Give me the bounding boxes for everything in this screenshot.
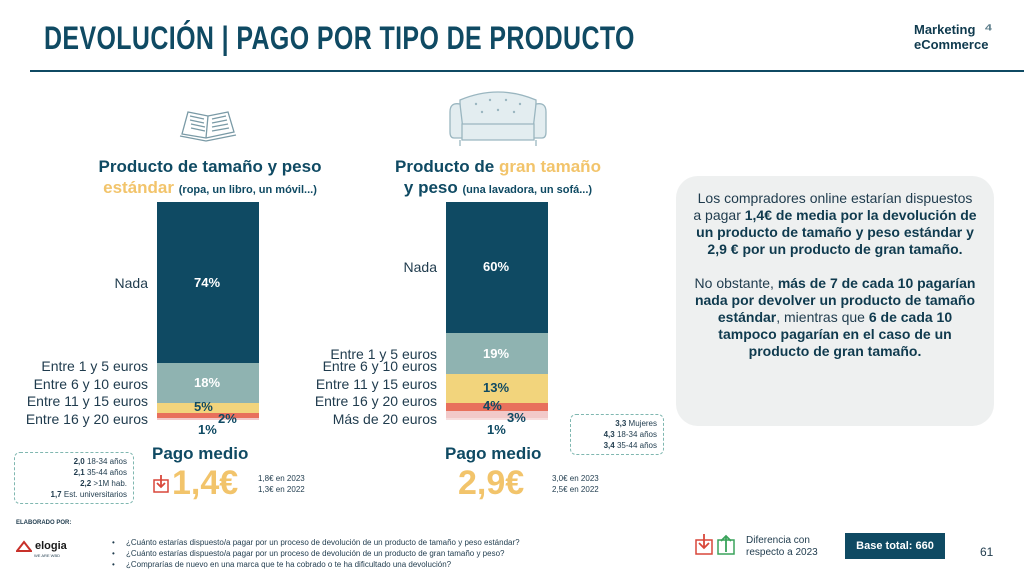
chart1-category-label-4: Entre 16 y 20 euros bbox=[25, 410, 148, 427]
difference-legend-icon bbox=[695, 534, 735, 555]
chart1-value-label-3: 2% bbox=[218, 410, 237, 426]
chart1-value-label-2: 5% bbox=[194, 399, 213, 414]
chart1-category-label-1: Entre 1 y 5 euros bbox=[41, 358, 148, 374]
logo-line-1: Marketing bbox=[914, 22, 976, 37]
book-icon bbox=[179, 111, 237, 142]
chart2-value-label-4: 3% bbox=[507, 409, 526, 425]
question-2: ¿Cuánto estarías dispuesto/a pagar por u… bbox=[112, 548, 632, 559]
pm2-prev-2022: 2,5€ en 2022 bbox=[552, 485, 599, 494]
chart2-title-part2: y peso bbox=[403, 178, 458, 197]
pm1-seg-1: 2,1 35-44 años bbox=[73, 468, 127, 477]
pago-medio-1-label: Pago medio bbox=[152, 444, 249, 463]
pm1-prev-2023: 1,8€ en 2023 bbox=[258, 474, 305, 483]
logo-line-2: eCommerce bbox=[914, 37, 989, 52]
elogia-subbrand: WE ARE WBD bbox=[34, 553, 61, 558]
chart1-segment-2 bbox=[157, 402, 259, 414]
base-total-badge: Base total: 660 bbox=[845, 533, 945, 559]
pago-medio-1-prev: 1,8€ en 2023 1,3€ en 2022 bbox=[258, 473, 305, 495]
legend-line-1: Diferencia con bbox=[746, 535, 810, 546]
chart2-segment-1 bbox=[446, 332, 548, 375]
chart2-value-label-3: 4% bbox=[483, 397, 502, 413]
chart1-title-highlight: estándar bbox=[103, 178, 175, 197]
chart2-segment-0 bbox=[446, 202, 548, 333]
chart2-segment-3 bbox=[446, 402, 548, 412]
logo-cart-icon: ⁴ bbox=[984, 19, 993, 39]
down-arrow-icon bbox=[153, 475, 169, 493]
pm2-prev-2023: 3,0€ en 2023 bbox=[552, 474, 599, 483]
chart1-title: Producto de tamaño y peso estándar (ropa… bbox=[60, 156, 360, 201]
insight-paragraph-1: Los compradores online estarían dispuest… bbox=[693, 190, 977, 257]
chart2-segment-4 bbox=[446, 411, 548, 418]
survey-questions: ¿Cuánto estarías dispuesto/a pagar por u… bbox=[112, 537, 632, 570]
chart2-category-label-5: Más de 20 euros bbox=[332, 410, 437, 427]
chart1-segment-0 bbox=[157, 202, 259, 364]
pm1-prev-2022: 1,3€ en 2022 bbox=[258, 485, 305, 494]
chart2-title-highlight: gran tamaño bbox=[498, 157, 601, 176]
legend-line-2: respecto a 2023 bbox=[746, 547, 818, 558]
chart2-segment-2 bbox=[446, 374, 548, 403]
chart2-title: Producto de gran tamaño y peso (una lava… bbox=[350, 156, 646, 201]
insight-paragraph-2: No obstante, más de 7 de cada 10 pagaría… bbox=[694, 275, 976, 359]
page-number: 61 bbox=[980, 545, 994, 559]
elogia-logo: elogia bbox=[16, 540, 67, 552]
chart1-segment-4 bbox=[157, 417, 259, 420]
pm2-seg-0: 3,3 Mujeres bbox=[615, 419, 657, 428]
chart1-category-label-0: Nada bbox=[114, 274, 148, 291]
question-3: ¿Comprarías de nuevo en una marca que te… bbox=[112, 559, 632, 570]
pm2-seg-1: 4,3 18-34 años bbox=[603, 430, 657, 439]
chart2-value-label-1: 19% bbox=[483, 345, 510, 361]
sofa-icon bbox=[449, 91, 547, 146]
chart2-value-label-5: 1% bbox=[487, 422, 506, 437]
chart1-segment-1 bbox=[157, 363, 259, 403]
chart1-value-label-0: 74% bbox=[194, 274, 221, 290]
pm1-seg-0: 2,0 18-34 años bbox=[73, 457, 127, 466]
difference-legend-text: Diferencia con respecto a 2023 bbox=[746, 535, 818, 559]
pago-medio-1-value: 1,4€ bbox=[172, 464, 239, 502]
pm1-seg-2: 2,2 >1M hab. bbox=[80, 479, 127, 488]
chart1-title-note: (ropa, un libro, un móvil...) bbox=[178, 184, 317, 196]
pago-medio-2-prev: 3,0€ en 2023 2,5€ en 2022 bbox=[552, 473, 599, 495]
elogia-logo-icon bbox=[16, 540, 32, 552]
pago-medio-2-value: 2,9€ bbox=[458, 464, 525, 502]
chart2-title-note: (una lavadora, un sofá...) bbox=[462, 184, 593, 196]
chart2-category-label-4: Entre 16 y 20 euros bbox=[314, 393, 437, 409]
chart2-segment-5 bbox=[446, 417, 548, 420]
chart2-value-label-0: 60% bbox=[483, 259, 510, 275]
chart1-category-label-2: Entre 6 y 10 euros bbox=[33, 375, 148, 392]
chart1-segment-3 bbox=[157, 413, 259, 418]
chart1-category-label-3: Entre 11 y 15 euros bbox=[26, 393, 148, 409]
chart2-category-label-3: Entre 11 y 15 euros bbox=[315, 375, 437, 392]
question-1: ¿Cuánto estarías dispuesto/a pagar por u… bbox=[112, 537, 632, 548]
chart1-title-part1: Producto de tamaño y peso bbox=[98, 157, 322, 176]
page-title: DEVOLUCIÓN | PAGO POR TIPO DE PRODUCTO bbox=[44, 20, 635, 56]
chart2-value-label-2: 13% bbox=[483, 380, 510, 396]
pago-medio-2-segments: 3,3 Mujeres 4,3 18-34 años 3,4 35-44 año… bbox=[570, 414, 664, 455]
chart2-category-label-2: Entre 6 y 10 euros bbox=[322, 358, 437, 374]
insight-box: Los compradores online estarían dispuest… bbox=[676, 176, 994, 426]
marketing-ecommerce-logo: Marketing eCommerce ⁴ bbox=[914, 20, 993, 52]
chart1-value-label-1: 18% bbox=[194, 374, 221, 390]
title-underline bbox=[30, 70, 1024, 72]
chart2-category-label-1: Entre 1 y 5 euros bbox=[330, 345, 437, 362]
chart2-title-part1: Producto de bbox=[395, 157, 495, 176]
pm1-seg-3: 1,7 Est. universitarios bbox=[50, 490, 128, 499]
elaborado-por-label: ELABORADO POR: bbox=[16, 520, 72, 526]
pm2-seg-2: 3,4 35-44 años bbox=[603, 441, 657, 450]
chart1-value-label-4: 1% bbox=[198, 422, 217, 437]
pago-medio-1-segments: 2,0 18-34 años 2,1 35-44 años 2,2 >1M ha… bbox=[14, 452, 134, 504]
elogia-brand: elogia bbox=[35, 540, 67, 552]
pago-medio-2-label: Pago medio bbox=[445, 444, 542, 463]
chart2-category-label-0: Nada bbox=[403, 259, 437, 276]
